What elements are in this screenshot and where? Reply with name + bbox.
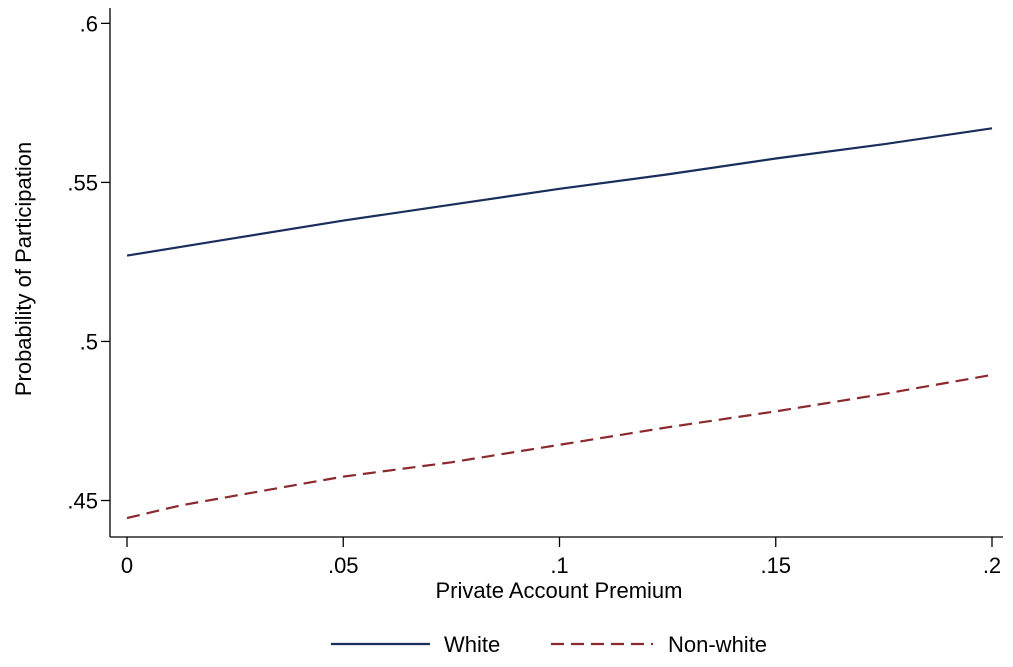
legend: White Non-white	[331, 632, 767, 657]
plot-lines	[126, 127, 993, 520]
y-tick-label: .55	[67, 170, 98, 195]
x-tick-label: 0	[121, 553, 133, 578]
y-axis-title: Probability of Participation	[11, 142, 36, 396]
y-tick-label: .45	[67, 489, 98, 514]
x-tick-label: .1	[550, 553, 568, 578]
x-tick-label: .15	[760, 553, 791, 578]
y-tick-label: .5	[80, 329, 98, 354]
series-line-non-white	[126, 373, 993, 520]
x-axis-title: Private Account Premium	[436, 578, 683, 603]
x-tick-label: .05	[328, 553, 359, 578]
legend-label-non-white: Non-white	[668, 632, 767, 657]
x-tick-label: .2	[983, 553, 1001, 578]
legend-label-white: White	[444, 632, 500, 657]
y-tick-label: .6	[80, 11, 98, 36]
axes: .45 .5 .55 .6 0 .05 .1 .15 .2	[67, 8, 1003, 578]
series-line-white	[126, 127, 993, 257]
